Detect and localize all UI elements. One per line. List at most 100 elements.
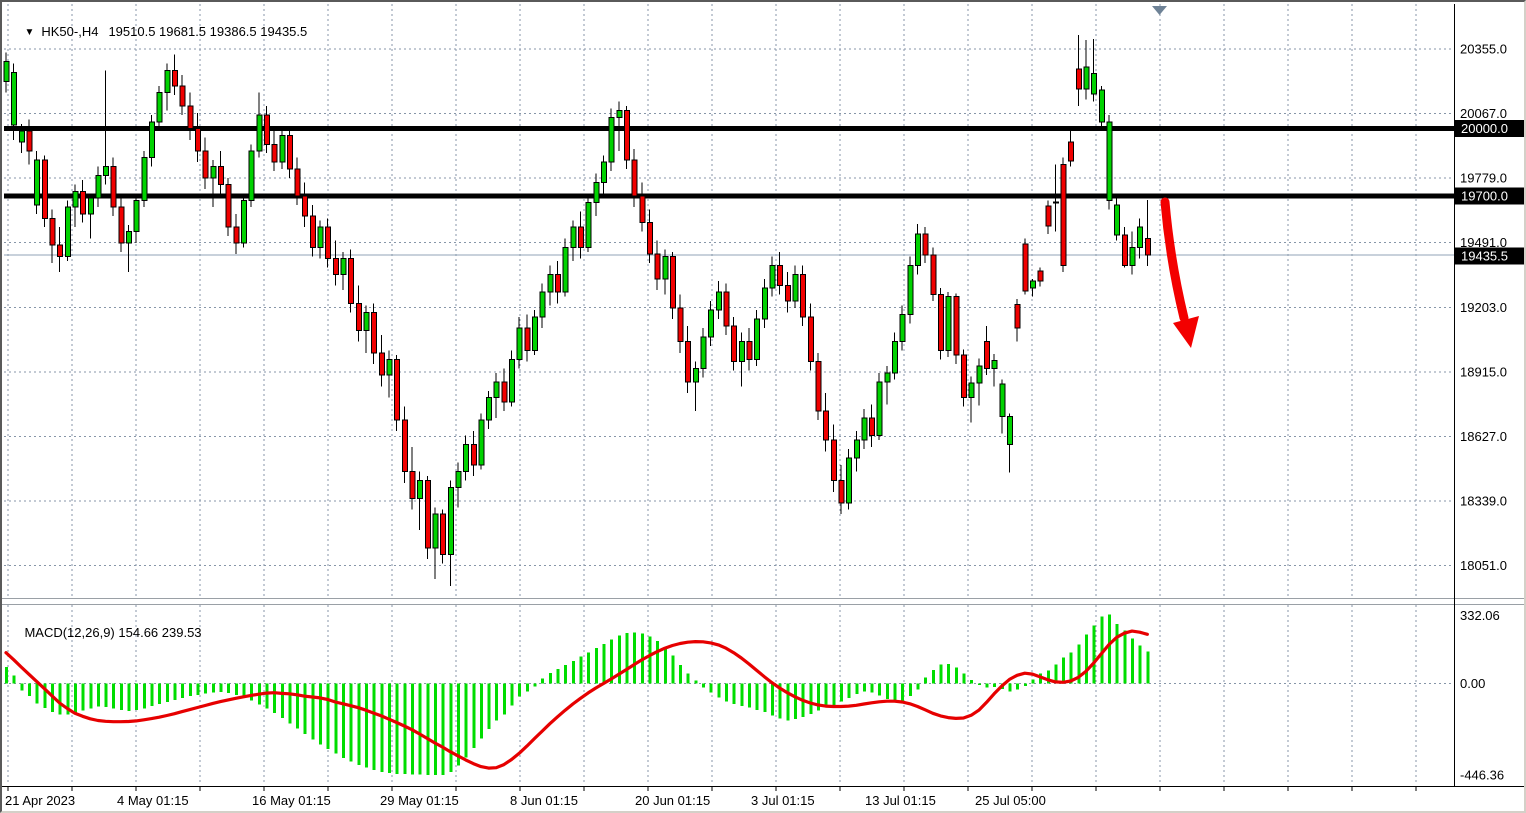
candle-body — [654, 253, 661, 280]
macd-histogram-bar — [594, 648, 598, 684]
collapse-triangle-icon[interactable]: ▼ — [24, 27, 35, 38]
macd-histogram-bar — [954, 667, 958, 684]
candle-body — [677, 307, 684, 343]
candle-body — [869, 417, 876, 437]
price-axis-label: 18627.0 — [1460, 429, 1507, 444]
macd-histogram-bar — [579, 656, 583, 684]
candle-body — [210, 166, 217, 179]
macd-histogram-bar — [219, 683, 223, 693]
price-axis[interactable]: 20355.0 20067.0 19779.0 19491.0 19203.0 18915… — [1455, 42, 1526, 783]
candle-body — [256, 114, 263, 152]
candle-body — [892, 341, 899, 374]
macd-histogram-bar — [58, 683, 62, 715]
candle-body — [968, 382, 975, 399]
candlestick-series — [3, 35, 1151, 586]
shift-marker-triangle-icon[interactable] — [1152, 6, 1167, 15]
macd-histogram-bar — [548, 673, 552, 684]
macd-histogram-bar — [748, 683, 752, 708]
chart-shift-marker-icon[interactable] — [1152, 6, 1167, 15]
candle-body — [417, 480, 424, 499]
candle-body — [294, 168, 301, 197]
candle-body — [401, 419, 408, 473]
macd-histogram-bar — [533, 683, 537, 687]
macd-histogram-bar — [365, 683, 369, 768]
macd-histogram-bar — [319, 683, 323, 745]
candle-body — [961, 354, 967, 399]
price-axis-boxed-label — [1455, 247, 1524, 265]
candle-body — [363, 311, 370, 331]
macd-histogram-bar — [679, 665, 683, 684]
candle-body — [49, 217, 56, 246]
time-axis[interactable]: 21 Apr 2023 4 May 01:15 16 May 01:15 29 May… — [5, 787, 1417, 808]
macd-values: 154.66 239.53 — [118, 625, 202, 640]
candle-body — [1075, 68, 1082, 90]
macd-histogram-bar — [993, 683, 997, 688]
price-axis-boxed-label — [1455, 187, 1524, 205]
macd-histogram-bar — [173, 683, 177, 700]
macd-histogram-bar — [242, 683, 246, 698]
candle-body — [440, 513, 447, 556]
macd-indicator — [4, 614, 1150, 776]
candle-body — [1083, 66, 1090, 90]
candle-body — [738, 341, 745, 363]
macd-histogram-bar — [663, 647, 667, 684]
candle-body — [746, 341, 753, 360]
price-axis-label: 19491.0 — [1460, 235, 1507, 250]
candle-body — [1045, 205, 1052, 227]
macd-histogram-bar — [1008, 683, 1012, 692]
macd-histogram-bar — [234, 683, 238, 695]
macd-histogram-bar — [571, 660, 575, 684]
candle-body — [149, 121, 156, 159]
macd-histogram-bar — [1069, 652, 1073, 684]
horizontal-lines[interactable] — [4, 126, 1454, 199]
macd-histogram-bar — [35, 683, 39, 704]
candle-body — [983, 341, 990, 369]
candle-body — [156, 92, 163, 123]
macd-histogram-bar — [150, 683, 154, 707]
candle-body — [800, 273, 807, 318]
candle-body — [509, 358, 516, 403]
candle-body — [110, 166, 117, 208]
macd-histogram-bar — [916, 683, 920, 690]
candle-body — [562, 246, 569, 293]
macd-histogram-bar — [510, 683, 514, 706]
macd-histogram-bar — [763, 683, 767, 713]
macd-histogram-bar — [617, 635, 621, 684]
candle-body — [133, 199, 140, 233]
candle-body — [976, 365, 983, 384]
candle-body — [248, 150, 255, 201]
candle-body — [1098, 89, 1105, 123]
macd-histogram-bar — [1062, 657, 1066, 684]
macd-histogram-bar — [725, 683, 729, 702]
candle-body — [409, 471, 416, 499]
candle-body — [532, 316, 539, 352]
candle-body — [394, 358, 401, 421]
candle-body — [884, 372, 891, 383]
price-axis-label: 18051.0 — [1460, 558, 1507, 573]
macd-histogram-bar — [702, 683, 706, 688]
candle-body — [118, 206, 125, 244]
down-arrow-annotation — [1160, 197, 1199, 348]
candle-body — [263, 114, 270, 145]
candle-body — [593, 181, 600, 204]
candle-body — [302, 195, 309, 217]
macd-histogram-bar — [1031, 679, 1035, 684]
candle-body — [1121, 234, 1128, 266]
candle-body — [623, 110, 630, 161]
macd-histogram-bar — [985, 683, 989, 688]
macd-axis-label: -446.36 — [1460, 768, 1504, 783]
candle-body — [1129, 246, 1136, 266]
candle-body — [501, 381, 508, 403]
candle-body — [1060, 163, 1067, 266]
candle-body — [945, 296, 952, 352]
macd-histogram-bar — [449, 683, 453, 772]
macd-histogram-bar — [104, 683, 108, 708]
candle-body — [547, 273, 554, 293]
candle-body — [570, 226, 577, 248]
symbol-title: ▼ HK50-,H4 19510.5 19681.5 19386.5 19435.5 — [10, 9, 307, 54]
candle-body — [639, 195, 646, 224]
macd-histogram-bar — [196, 683, 200, 695]
macd-histogram-bar — [142, 683, 146, 709]
